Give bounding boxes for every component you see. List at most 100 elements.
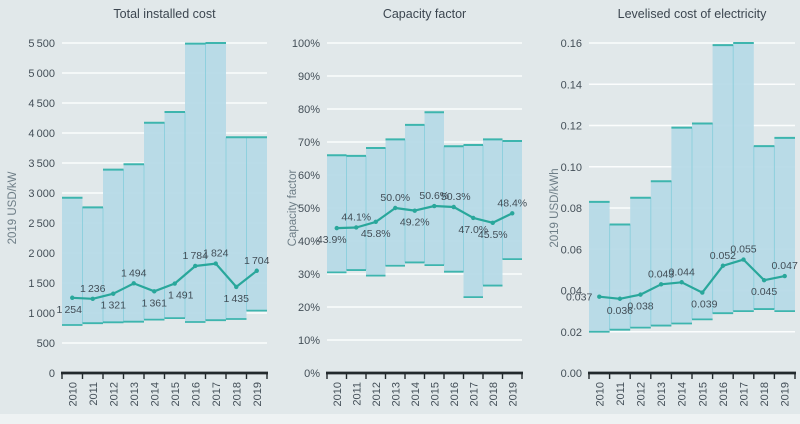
y-tick-label: 20% — [298, 302, 320, 314]
data-point-label: 1 236 — [80, 283, 106, 295]
y-tick-label: 80% — [298, 104, 320, 116]
y-tick-label: 1 500 — [28, 278, 55, 290]
x-year-label: 2011 — [615, 382, 627, 406]
band-column — [62, 197, 83, 325]
data-point-marker — [111, 291, 116, 296]
data-point-label: 48.4% — [497, 197, 527, 209]
y-tick-label: 30% — [298, 269, 320, 281]
band-column — [103, 169, 124, 323]
y-axis-title: 2019 USD/kW — [7, 171, 19, 244]
x-year-label: 2010 — [594, 382, 606, 406]
data-point-label: 1 491 — [168, 290, 194, 302]
data-point-label: 1 321 — [101, 300, 127, 312]
data-point-label: 0.039 — [691, 299, 717, 311]
y-tick-label: 0 — [49, 368, 55, 380]
x-year-label: 2011 — [351, 382, 363, 406]
y-tick-label: 0.12 — [561, 121, 582, 133]
x-year-label: 2012 — [371, 382, 383, 406]
x-year-label: 2016 — [190, 382, 202, 406]
data-point-label: 43.9% — [317, 234, 347, 246]
y-tick-label: 3 000 — [28, 188, 55, 200]
data-point-marker — [432, 203, 437, 209]
y-tick-label: 100% — [292, 38, 320, 50]
band-column — [185, 43, 206, 322]
chart-canvas-installed-cost: 0 500 1 000 1 500 2 000 2 500 3 000 3 500 4 000 4… — [7, 38, 270, 406]
x-year-label: 2017 — [211, 382, 223, 406]
band-column — [733, 43, 754, 312]
data-point-marker — [90, 296, 95, 302]
x-year-label: 2019 — [507, 382, 519, 406]
data-point-marker — [597, 294, 602, 299]
x-year-label: 2018 — [759, 382, 771, 406]
data-point-marker — [373, 219, 378, 225]
y-tick-label: 4 500 — [28, 98, 55, 110]
y-tick-label: 40% — [298, 236, 320, 248]
data-point-marker — [234, 284, 239, 290]
x-year-label: 2012 — [108, 382, 120, 406]
y-tick-label: 0.10 — [561, 162, 582, 174]
x-year-label: 2016 — [449, 382, 461, 406]
chart-title: Capacity factor — [382, 7, 467, 21]
data-point-label: 0.038 — [627, 301, 653, 313]
data-point-marker — [720, 263, 726, 268]
chart-capacity-factor: Capacity factor 0% 10% 20% 30% 40% 50% 60% 70% 8… — [280, 0, 542, 424]
x-year-label: 2013 — [656, 382, 668, 406]
trend-line — [599, 258, 785, 300]
y-tick-label: 0.14 — [561, 79, 582, 91]
y-tick-label: 0.06 — [561, 244, 582, 256]
data-point-label: 47.0% — [458, 224, 488, 236]
y-tick-label: 0.04 — [561, 286, 582, 298]
y-tick-label: 0% — [304, 368, 320, 380]
data-point-marker — [451, 204, 456, 210]
x-year-label: 2016 — [718, 382, 730, 406]
data-point-marker — [471, 215, 476, 221]
band-column — [463, 144, 483, 298]
data-point-marker — [131, 281, 136, 286]
x-year-label: 2018 — [488, 382, 500, 406]
data-point-label: 1 494 — [121, 267, 147, 279]
chart-canvas-capacity-factor: 0% 10% 20% 30% 40% 50% 60% 70% 80% 90% 100% Capacit… — [287, 38, 527, 406]
band-column — [205, 43, 226, 321]
data-point-marker — [617, 296, 623, 301]
chart-total-installed-cost: Total installed cost 0 500 1 000 1 500 2 000… — [0, 0, 280, 424]
data-point-marker — [354, 225, 359, 230]
x-year-label: 2014 — [149, 382, 161, 406]
band-column — [650, 181, 672, 326]
data-point-marker — [334, 225, 339, 231]
chart-title: Levelised cost of electricity — [617, 7, 767, 21]
chart-levelised-cost: Levelised cost of electricity 0.00 0.02 0.… — [542, 0, 800, 424]
x-year-label: 2010 — [332, 382, 344, 406]
y-tick-label: 1 000 — [28, 308, 55, 320]
data-point-label: 1 784 — [183, 250, 209, 262]
data-point-label: 50.6% — [419, 190, 449, 202]
chart-canvas-levelised-cost: 0.00 0.02 0.04 0.06 0.08 0.10 0.12 0.14 0.16 2019… — [549, 38, 798, 406]
band-column — [164, 112, 185, 319]
data-point-label: 0.045 — [751, 286, 777, 298]
x-year-label: 2019 — [780, 382, 792, 406]
data-point-marker — [490, 220, 495, 226]
chart-title: Total installed cost — [113, 7, 216, 21]
band-column — [385, 139, 405, 266]
data-point-label: 49.2% — [400, 217, 430, 229]
x-year-label: 2017 — [739, 382, 751, 406]
y-tick-label: 0.02 — [561, 327, 582, 339]
data-point-label: 0.055 — [730, 244, 756, 256]
x-year-label: 2010 — [67, 382, 79, 406]
band-column — [774, 137, 795, 312]
data-point-label: 44.1% — [341, 211, 371, 223]
x-year-label: 2012 — [636, 382, 648, 406]
data-point-marker — [658, 282, 664, 287]
data-point-marker — [510, 211, 515, 216]
y-tick-label: 0.16 — [561, 38, 582, 50]
data-point-label: 0.052 — [710, 250, 736, 262]
data-point-label: 0.047 — [772, 260, 798, 272]
band-column — [246, 137, 267, 311]
data-point-marker — [193, 263, 198, 269]
data-point-marker — [412, 208, 417, 213]
x-year-label: 2014 — [410, 382, 422, 406]
data-point-marker — [70, 295, 75, 300]
data-point-marker — [679, 280, 684, 285]
trend-line — [336, 204, 513, 230]
y-tick-label: 90% — [298, 71, 320, 83]
data-point-marker — [741, 257, 746, 262]
